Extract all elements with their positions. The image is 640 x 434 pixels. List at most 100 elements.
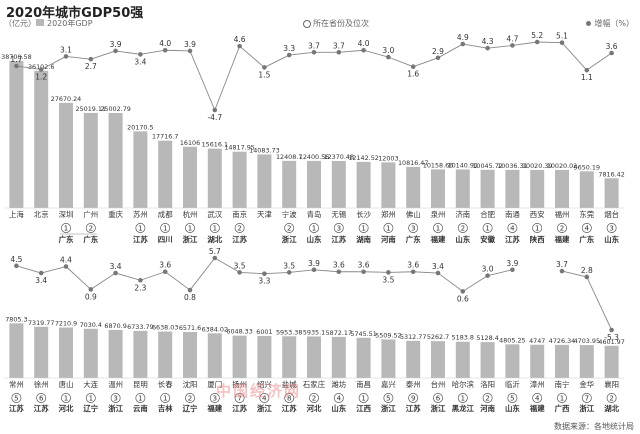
growth-point-长沙 <box>361 47 366 53</box>
growth-segment <box>462 275 488 292</box>
growth-point-南京 <box>237 43 242 49</box>
bar-value-石家庄: 5935.1 <box>303 328 325 336</box>
bar-value-潍坊: 5872.17 <box>326 329 352 337</box>
growth-segment <box>561 270 587 278</box>
growth-segment <box>437 272 464 292</box>
bar-天津 <box>257 154 272 208</box>
category-label-徐州: 徐州 <box>34 380 49 389</box>
province-label-绍兴: 浙江 <box>257 404 272 413</box>
rank-circle-南通 <box>507 223 518 233</box>
legend-bar-label: 2020年GDP <box>47 19 93 28</box>
rank-circle-无锡 <box>333 223 344 233</box>
rank-circle-南昌 <box>358 393 369 403</box>
category-label-绍兴: 绍兴 <box>257 380 272 389</box>
growth-point-北京 <box>38 67 44 72</box>
growth-label-福州: 5.1 <box>556 32 568 41</box>
bar-哈尔滨 <box>455 341 470 378</box>
category-label-上海: 上海 <box>9 210 24 219</box>
bar-武汉 <box>207 148 222 208</box>
growth-segment <box>363 49 389 58</box>
rank-circle-郑州 <box>383 223 394 233</box>
bar-value-长沙: 12142.52 <box>348 154 379 162</box>
bar-value-广州: 25019.11 <box>76 105 107 113</box>
rank-number-济南: 2 <box>461 225 465 233</box>
growth-point-郑州 <box>386 54 391 60</box>
province-label-襄阳: 湖北 <box>604 404 619 413</box>
rank-number-南京: 2 <box>237 225 241 233</box>
bar-重庆 <box>108 112 123 208</box>
growth-segment <box>189 257 216 291</box>
growth-point-厦门 <box>212 255 218 261</box>
rank-circle-南京 <box>234 223 245 233</box>
bar-value-南宁: 4726.34 <box>549 337 575 345</box>
category-label-杭州: 杭州 <box>183 210 198 219</box>
growth-label-徐州: 3.4 <box>35 276 47 285</box>
bar-襄阳 <box>604 345 619 378</box>
bar-value-盐城: 5953.38 <box>276 328 302 336</box>
province-label-宁波: 浙江 <box>282 235 297 244</box>
bar-value-佛山: 10816.47 <box>398 159 429 167</box>
category-label-盐城: 盐城 <box>282 380 297 389</box>
rank-number-武汉: 1 <box>213 225 217 233</box>
bar-value-台州: 5262.7 <box>427 333 449 341</box>
category-label-重庆: 重庆 <box>108 210 123 219</box>
growth-label-西安: 5.2 <box>531 31 543 40</box>
bar-杭州 <box>183 146 197 208</box>
category-label-台州: 台州 <box>431 380 446 389</box>
bar-value-沈阳: 6571.6 <box>179 324 201 332</box>
rank-number-大连: 1 <box>89 395 93 403</box>
growth-label-长沙: 4.0 <box>358 39 370 48</box>
province-label-长沙: 湖南 <box>356 235 371 244</box>
category-label-无锡: 无锡 <box>331 210 346 219</box>
bar-成都 <box>158 140 173 208</box>
legend-bar-swatch <box>36 19 44 26</box>
rank-number-南宁: 1 <box>560 395 564 403</box>
growth-point-长春 <box>162 269 168 275</box>
bar-徐州 <box>34 326 49 378</box>
growth-segment <box>115 272 141 281</box>
province-label-广州: 广东 <box>83 235 98 244</box>
growth-label-苏州: 3.4 <box>134 57 146 66</box>
province-label-常州: 江苏 <box>9 404 24 413</box>
growth-label-唐山: 4.4 <box>60 256 72 265</box>
growth-label-杭州: 3.9 <box>184 40 196 49</box>
growth-segment <box>388 271 414 273</box>
growth-point-佛山 <box>410 64 416 70</box>
rank-circle-常州 <box>11 393 22 403</box>
bar-泉州 <box>431 169 445 208</box>
bar-嘉兴 <box>381 339 396 378</box>
growth-segment <box>165 49 191 52</box>
bar-南京 <box>232 151 247 208</box>
growth-point-台州 <box>435 270 441 276</box>
growth-label-深圳: 3.1 <box>60 45 72 54</box>
category-label-南通: 南通 <box>505 210 520 219</box>
bar-福州 <box>555 169 569 208</box>
growth-point-青岛 <box>311 50 317 55</box>
bar-value-洛阳: 5128.4 <box>476 334 498 342</box>
growth-point-盐城 <box>286 270 292 275</box>
rank-circle-长沙 <box>358 223 369 233</box>
rank-circle-厦门 <box>209 393 220 403</box>
growth-point-扬州 <box>237 270 242 275</box>
province-label-武汉: 湖北 <box>207 235 222 244</box>
rank-number-沈阳: 2 <box>188 395 192 403</box>
growth-segment <box>487 44 513 49</box>
growth-segment <box>586 52 612 71</box>
rank-circle-东莞 <box>581 223 592 233</box>
bar-泰州 <box>406 340 421 378</box>
rank-circle-宁波 <box>284 223 295 233</box>
province-label-福州: 福建 <box>554 235 570 244</box>
growth-segment <box>41 266 67 274</box>
category-label-苏州: 苏州 <box>133 210 148 219</box>
growth-segment <box>40 56 67 70</box>
category-label-温州: 温州 <box>108 380 123 389</box>
growth-segment <box>115 50 141 55</box>
rank-circle-金华 <box>581 393 592 403</box>
bar-value-济南: 10140.91 <box>448 161 479 169</box>
bar-南通 <box>505 169 520 208</box>
bar-厦门 <box>207 333 222 378</box>
bar-沈阳 <box>183 331 197 378</box>
category-label-嘉兴: 嘉兴 <box>381 380 396 389</box>
growth-segment <box>437 43 464 59</box>
rank-number-郑州: 1 <box>386 225 390 233</box>
